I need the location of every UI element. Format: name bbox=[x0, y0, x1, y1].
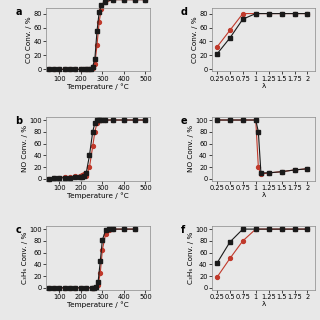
X-axis label: λ: λ bbox=[261, 83, 266, 89]
Text: d: d bbox=[181, 7, 188, 17]
X-axis label: Temperature / °C: Temperature / °C bbox=[67, 83, 129, 90]
Y-axis label: CO Conv. / %: CO Conv. / % bbox=[26, 16, 32, 63]
Text: f: f bbox=[181, 225, 185, 235]
Text: c: c bbox=[15, 225, 21, 235]
X-axis label: λ: λ bbox=[261, 301, 266, 307]
Y-axis label: CO Conv. / %: CO Conv. / % bbox=[192, 16, 198, 63]
X-axis label: Temperature / °C: Temperature / °C bbox=[67, 192, 129, 199]
X-axis label: Temperature / °C: Temperature / °C bbox=[67, 301, 129, 308]
Y-axis label: NO Conv. / %: NO Conv. / % bbox=[22, 125, 28, 172]
Text: a: a bbox=[15, 7, 22, 17]
Text: b: b bbox=[15, 116, 22, 126]
Y-axis label: C₃H₆ Conv. / %: C₃H₆ Conv. / % bbox=[22, 232, 28, 284]
Text: e: e bbox=[181, 116, 188, 126]
X-axis label: λ: λ bbox=[261, 192, 266, 198]
Y-axis label: NO Conv. / %: NO Conv. / % bbox=[188, 125, 194, 172]
Y-axis label: C₃H₆ Conv. / %: C₃H₆ Conv. / % bbox=[188, 232, 194, 284]
